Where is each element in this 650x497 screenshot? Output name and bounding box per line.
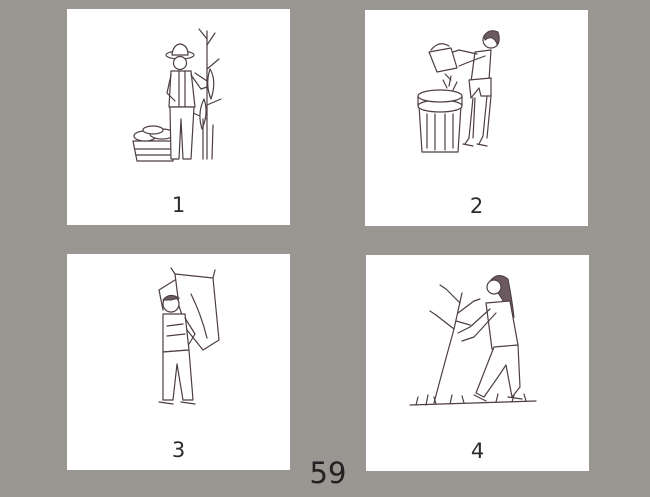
card-number-4: 4	[470, 439, 485, 463]
girl-planting-tree-icon	[409, 275, 537, 406]
boy-carrying-sack-icon	[158, 267, 220, 405]
girl-emptying-bin-icon	[417, 30, 500, 153]
picture-card-3: 3	[67, 254, 290, 470]
card-number-3: 3	[171, 438, 186, 462]
card-number-2: 2	[469, 194, 484, 218]
picture-card-2: 2	[365, 10, 588, 226]
page-number: 59	[309, 456, 347, 490]
picture-card-1: 1	[67, 9, 290, 225]
picture-card-4: 4	[366, 255, 589, 471]
card-number-1: 1	[171, 193, 186, 217]
farmer-harvesting-corn-icon	[132, 28, 222, 162]
